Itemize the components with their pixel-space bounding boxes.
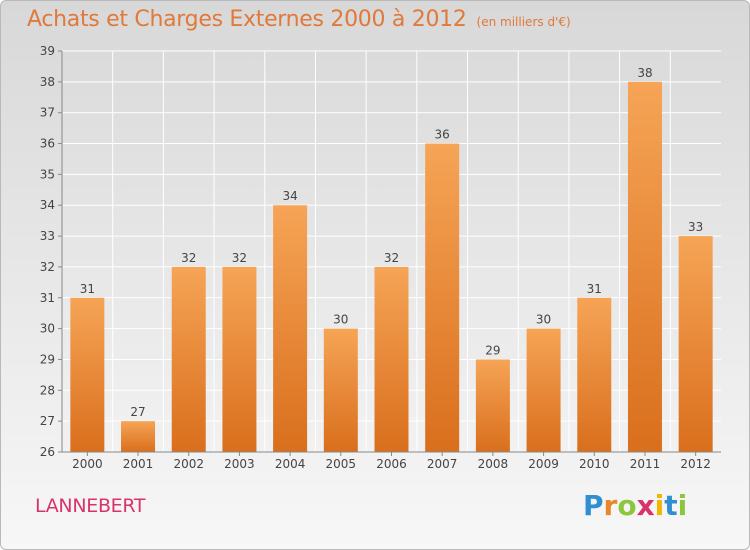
y-tick-label: 26 [40,445,55,459]
y-tick-label: 35 [40,167,55,181]
logo-letter: r [603,489,618,522]
bar-value-label: 31 [587,282,602,296]
bar-value-label: 30 [536,313,551,327]
bar [70,297,105,452]
location-label: LANNEBERT [35,495,146,517]
logo-letter: x [636,489,655,522]
logo-letter: i [654,489,665,522]
bar-value-label: 38 [637,66,652,80]
x-tick-label: 2005 [326,457,357,471]
bar [475,359,510,452]
bar [273,205,308,452]
bar [627,81,662,452]
bar-series: 31 27 32 32 34 30 32 36 29 30 31 38 33 [70,66,713,453]
y-tick-label: 38 [40,75,55,89]
bar-value-label: 31 [80,282,95,296]
bar [526,328,561,452]
logo-letter: o [617,489,637,522]
y-tick-label: 29 [40,352,55,366]
x-tick-label: 2000 [72,457,103,471]
x-tick-label: 2002 [173,457,204,471]
logo-letter: t [664,489,678,522]
y-tick-label: 32 [40,260,55,274]
bar [374,266,409,452]
x-tick-label: 2012 [680,457,711,471]
bar-value-label: 27 [130,405,145,419]
bar-value-label: 29 [485,343,500,357]
x-tick-label: 2001 [123,457,154,471]
bar-value-label: 34 [282,189,297,203]
x-tick-label: 2003 [224,457,255,471]
y-tick-label: 30 [40,322,55,336]
y-tick-label: 28 [40,383,55,397]
bar [577,297,612,452]
bar-value-label: 32 [181,251,196,265]
bar-value-label: 33 [688,220,703,234]
bar-value-label: 32 [384,251,399,265]
chart-title: Achats et Charges Externes 2000 à 2012 (e… [27,7,571,32]
x-tick-label: 2007 [427,457,458,471]
x-tick-label: 2011 [630,457,661,471]
x-tick-label: 2004 [275,457,306,471]
proxiti-logo: Proxiti [583,489,687,522]
y-tick-label: 31 [40,291,55,305]
bar [171,266,206,452]
bar [323,328,358,452]
bar [121,421,156,452]
logo-letter: i [677,489,688,522]
y-axis: 26 27 28 29 30 31 32 33 34 35 36 37 38 39 [40,44,63,459]
x-axis: 2000 2001 2002 2003 2004 2005 2006 2007 2008 2009… [62,451,721,471]
y-tick-label: 27 [40,414,55,428]
bar-value-label: 30 [333,313,348,327]
y-tick-label: 36 [40,137,55,151]
y-tick-label: 34 [40,198,55,212]
x-tick-label: 2008 [478,457,509,471]
y-tick-label: 33 [40,229,55,243]
chart-subtitle: (en milliers d'€) [476,15,571,29]
y-tick-label: 37 [40,106,55,120]
bar-value-label: 36 [435,128,450,142]
bar-value-label: 32 [232,251,247,265]
bar [425,143,460,453]
x-tick-label: 2006 [376,457,407,471]
y-tick-label: 39 [40,44,55,58]
x-tick-label: 2010 [579,457,610,471]
chart-title-text: Achats et Charges Externes 2000 à 2012 [27,7,467,32]
x-tick-label: 2009 [528,457,559,471]
bar [222,266,257,452]
logo-letter: P [583,489,604,522]
bar [678,236,713,452]
